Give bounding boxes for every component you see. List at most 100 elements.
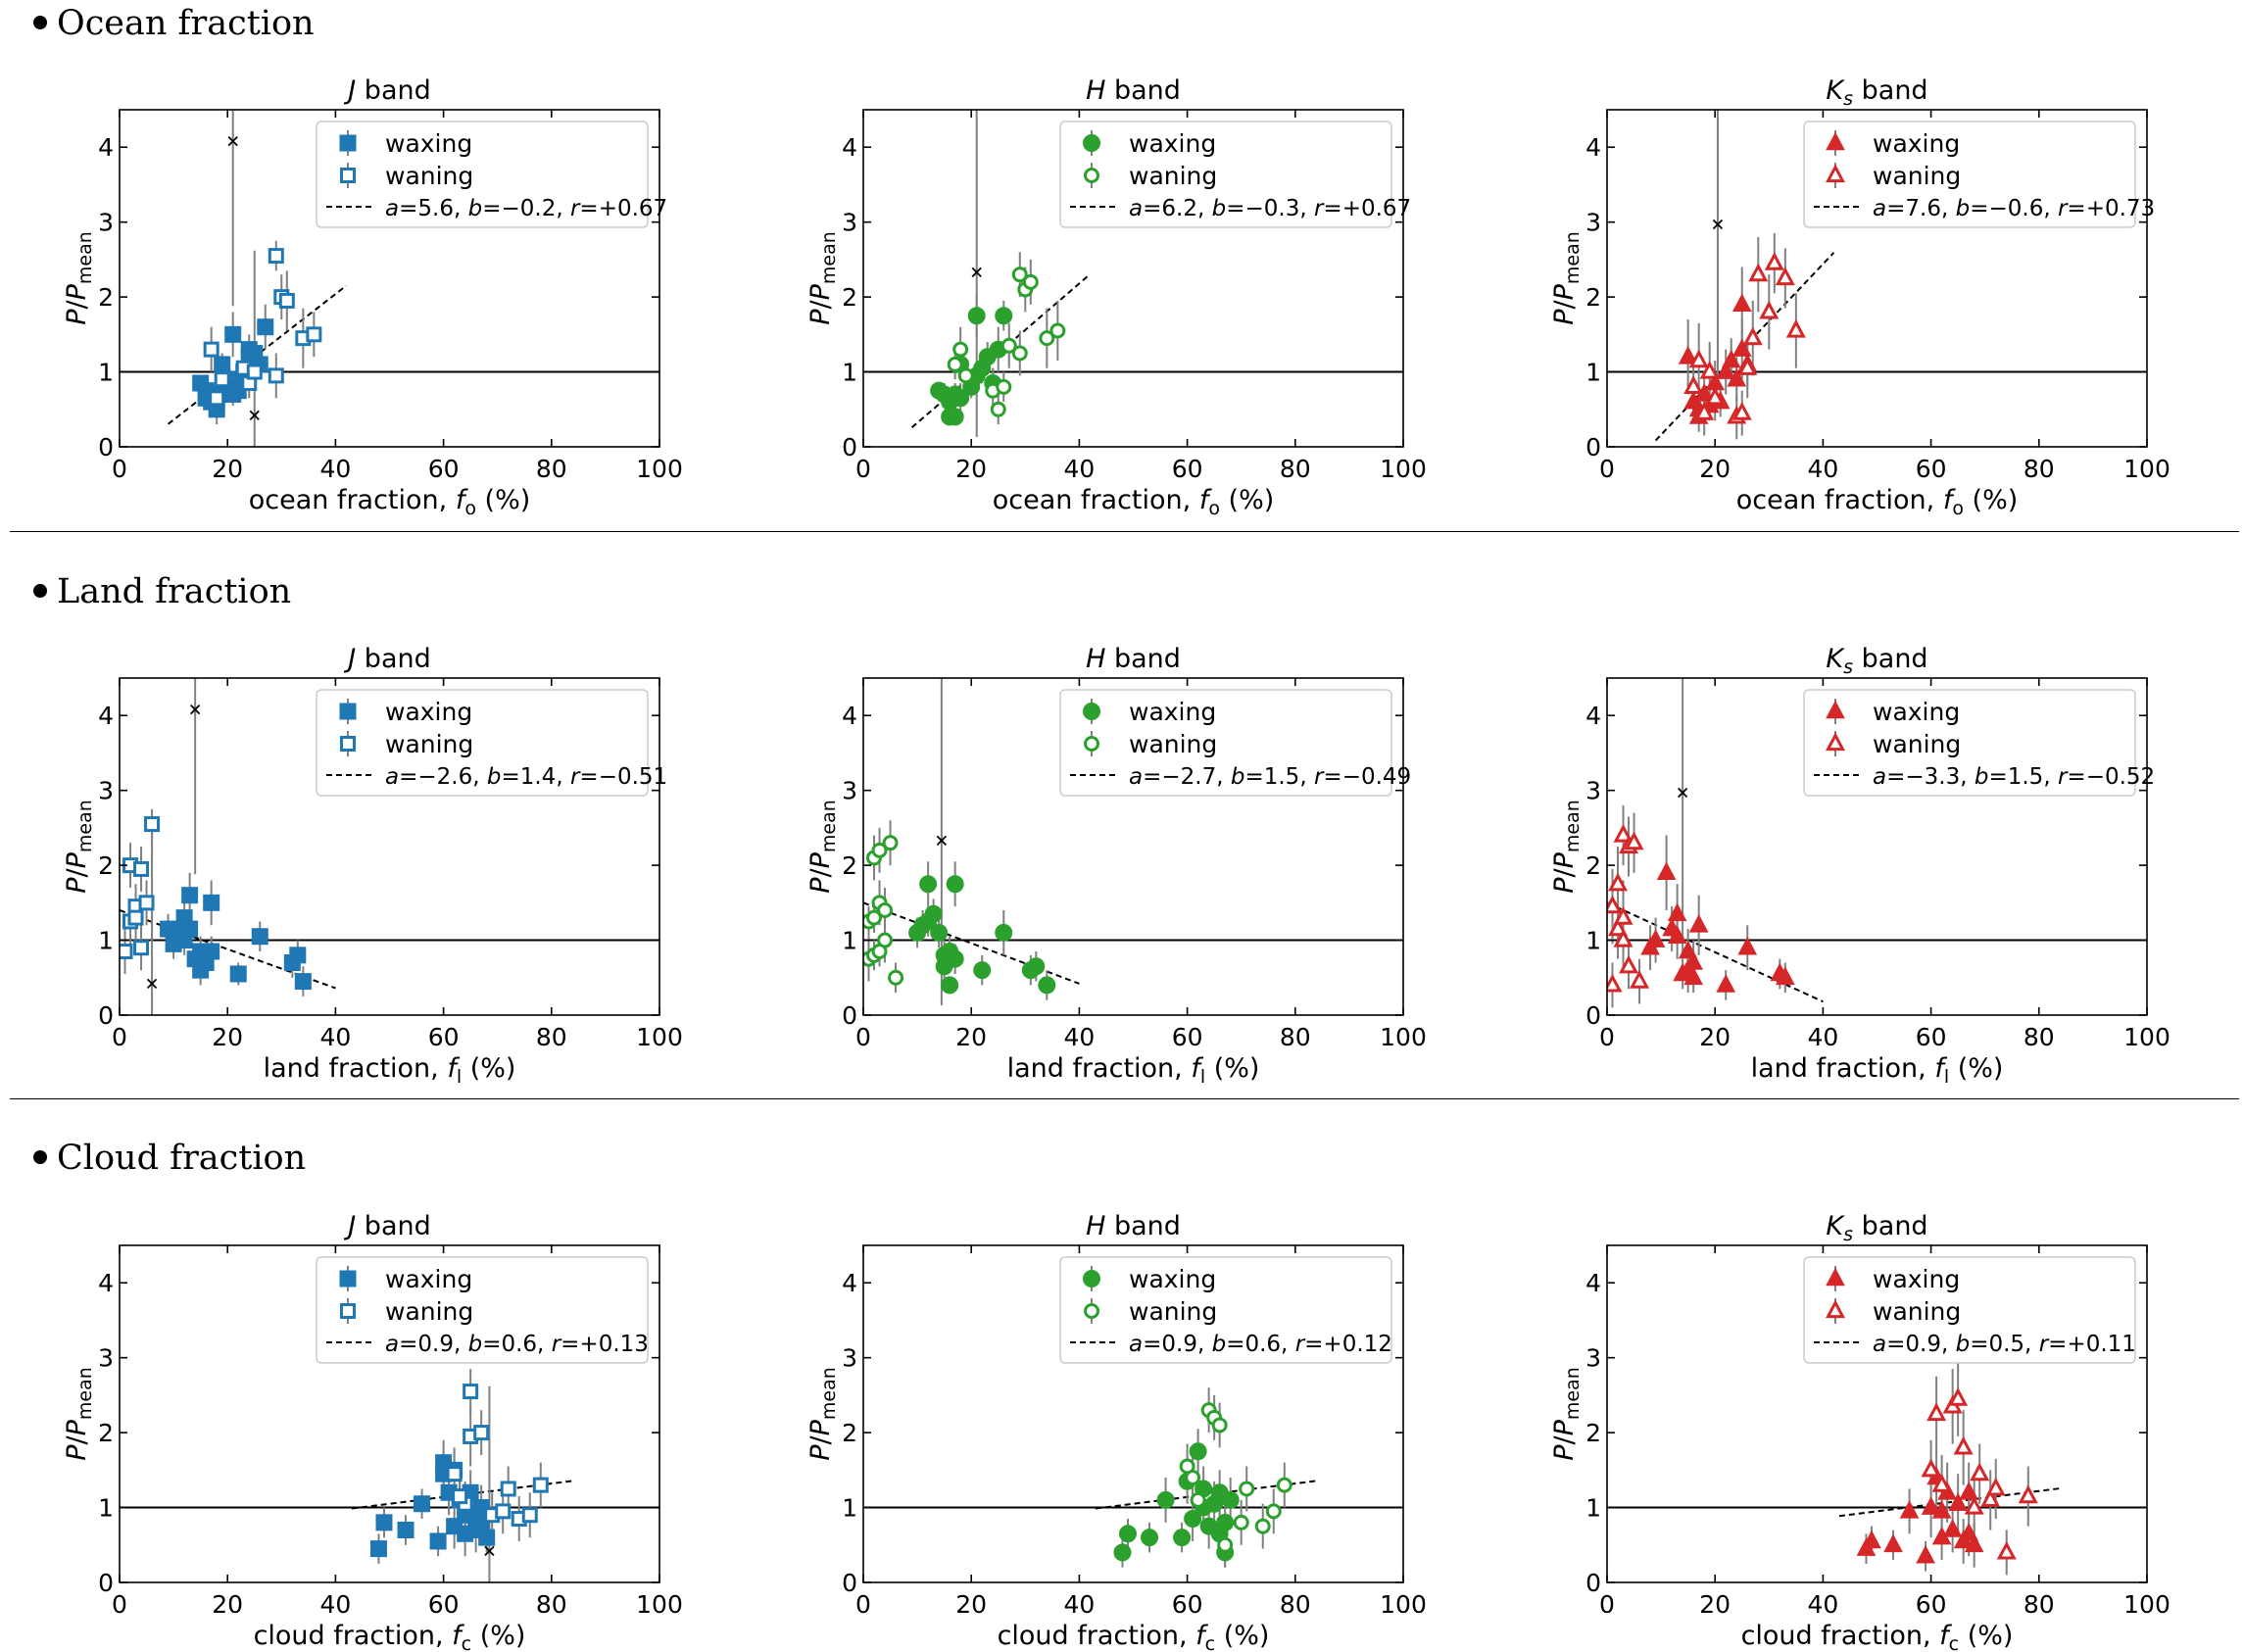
y-tick-label: 1: [98, 927, 114, 955]
x-tick-label: 20: [1699, 1023, 1731, 1051]
waning-point: [1926, 1402, 1947, 1422]
x-tick-label: 40: [1807, 455, 1838, 483]
xlabel-sub: c: [1949, 1633, 1959, 1652]
x-axis-label: ocean fraction, fo (%): [249, 485, 531, 519]
fit-b-symbol: b: [1212, 1332, 1227, 1357]
title-band: K: [1826, 1211, 1845, 1241]
xlabel-unit: (%): [462, 1053, 515, 1084]
waxing-point: [478, 1529, 496, 1546]
legend-waning-label: waning: [1129, 1297, 1217, 1326]
waning-point: [268, 248, 284, 265]
fit-b-symbol: b: [1231, 764, 1245, 790]
waning-point: [1764, 252, 1784, 270]
panel-title: H band: [1086, 644, 1181, 674]
ylabel-second: P: [1549, 283, 1580, 300]
waxing-point: [1916, 1544, 1935, 1564]
ylabel-slash: /: [62, 868, 92, 878]
legend-waning-label: waning: [385, 1297, 473, 1326]
legend-waxing-label: waxing: [385, 1265, 472, 1293]
title-rest: band: [1853, 644, 1928, 674]
y-tick-label: 3: [98, 209, 114, 237]
fit-r-symbol: r: [1314, 764, 1325, 790]
legend-waxing-label: waxing: [385, 129, 472, 158]
xlabel-sub: o: [1208, 498, 1220, 519]
x-tick-label: 100: [1380, 455, 1427, 483]
ylabel-slash: /: [62, 1435, 92, 1445]
waning-point: [209, 390, 225, 407]
waxing-point: [1731, 338, 1752, 357]
waxing-point: [1683, 966, 1703, 986]
y-tick-label: 2: [1585, 1419, 1601, 1447]
waning-point: [1254, 1518, 1271, 1534]
axes-frame: [862, 109, 1404, 448]
waning-point: [1011, 267, 1028, 283]
legend: waxing waning a=−3.3, b=1.5, r=−0.52: [1803, 689, 2155, 797]
waning-point: [1049, 322, 1066, 339]
waning-point: [1683, 375, 1704, 394]
x-tick-label: 20: [1699, 455, 1731, 483]
waxing-point: [1727, 367, 1747, 387]
waning-point: [1931, 1474, 1952, 1492]
waxing-point: [1688, 913, 1709, 933]
waning-point: [871, 944, 888, 960]
fit-r-symbol: r: [2039, 1332, 2050, 1357]
xlabel-text: cloud fraction,: [998, 1621, 1196, 1651]
ylabel-second: P: [805, 1419, 836, 1435]
waxing-point: [1173, 1529, 1192, 1547]
ylabel-sub: mean: [74, 800, 96, 852]
x-axis-label: land fraction, fl (%): [264, 1053, 516, 1088]
fit-a-value: =−3.3,: [1886, 764, 1975, 790]
waning-point: [278, 292, 295, 309]
scatter-panel-8: 0 20 40 60 80 100 0 1 2 3 4 H band cloud fraction, f…: [805, 1211, 1427, 1652]
panel-title: Ks band: [1826, 1211, 1927, 1245]
legend-waning-marker: [1825, 164, 1846, 183]
waxing-point: [1156, 1490, 1175, 1509]
legend-waxing-marker: [1826, 131, 1845, 151]
waning-point: [1694, 402, 1715, 420]
fit-r-value: =+0.11: [2048, 1332, 2136, 1357]
y-tick-label: 3: [1585, 209, 1601, 237]
fit-b-symbol: b: [1956, 196, 1971, 221]
section-title-cloud: Cloud fraction: [33, 1139, 306, 1178]
fit-r-symbol: r: [570, 196, 581, 221]
waning-point: [1630, 970, 1650, 989]
waning-point: [1964, 1495, 1984, 1515]
ylabel-main: P: [805, 1444, 836, 1461]
x-tick-label: 0: [112, 1590, 127, 1619]
xlabel-sub: l: [457, 1066, 462, 1088]
x-tick-label: 20: [212, 1023, 243, 1051]
waning-point: [495, 1503, 512, 1520]
fit-b-value: =−0.2,: [482, 196, 570, 221]
title-sub: s: [1843, 656, 1853, 678]
x-tick-label: 100: [2123, 1023, 2170, 1051]
y-tick-label: 2: [842, 283, 857, 312]
y-tick-label: 2: [1585, 283, 1601, 312]
legend-waxing-marker: [339, 1270, 357, 1288]
fit-b-symbol: b: [1956, 1332, 1971, 1357]
waning-point: [1233, 1514, 1249, 1531]
y-tick-label: 4: [98, 702, 114, 730]
x-tick-label: 0: [1599, 1590, 1615, 1619]
axes-frame: [1606, 677, 2148, 1016]
waning-point: [1265, 1503, 1282, 1520]
legend-frame: [1803, 1256, 2136, 1364]
legend-frame: [1803, 689, 2136, 797]
waxing-point: [1775, 966, 1795, 986]
outlier-point: [146, 978, 158, 990]
fit-b-value: =1.5,: [1244, 764, 1313, 790]
ylabel-slash: /: [1549, 300, 1580, 310]
title-rest: band: [1105, 75, 1181, 106]
legend-waxing-marker: [1083, 134, 1100, 152]
ylabel-main: P: [1549, 309, 1580, 325]
scatter-panel-5: 0 20 40 60 80 100 0 1 2 3 4 H band land fraction, fl…: [805, 644, 1427, 1088]
y-tick-label: 3: [98, 1344, 114, 1373]
scatter-panel-9: 0 20 40 60 80 100 0 1 2 3 4 Ks band cloud fraction, …: [1549, 1211, 2170, 1652]
waxing-point: [1118, 1525, 1137, 1543]
x-tick-label: 100: [2123, 1590, 2170, 1619]
xlabel-sub: l: [1200, 1066, 1205, 1088]
waning-point: [1948, 1387, 1969, 1406]
waxing-point: [946, 949, 964, 968]
ylabel-sub: mean: [818, 231, 840, 284]
xlabel-unit: (%): [1215, 1621, 1269, 1651]
y-tick-label: 0: [842, 1569, 857, 1597]
